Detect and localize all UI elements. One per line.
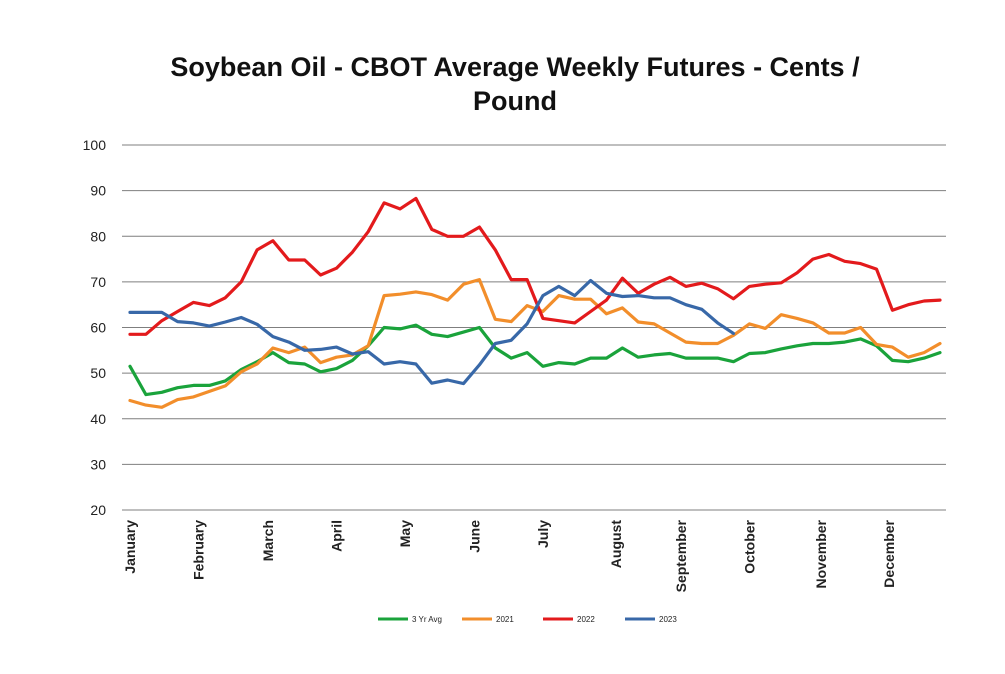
y-axis-ticks: 20 30 40 50 60 70 80 90 100 xyxy=(83,137,107,518)
y-tick-label: 80 xyxy=(90,228,106,244)
legend: 3 Yr Avg 2021 2022 2023 xyxy=(378,615,677,624)
x-tick-label: July xyxy=(535,520,551,548)
legend-label: 2021 xyxy=(496,615,514,624)
series-line-1 xyxy=(128,323,942,397)
y-tick-label: 30 xyxy=(90,456,106,472)
x-tick-label: September xyxy=(673,519,689,592)
x-tick-label: April xyxy=(328,520,344,552)
series-line-4 xyxy=(128,278,736,386)
x-tick-label: November xyxy=(813,519,829,588)
x-tick-label: January xyxy=(122,520,138,574)
y-tick-label: 20 xyxy=(90,502,106,518)
y-tick-label: 40 xyxy=(90,411,106,427)
y-tick-label: 90 xyxy=(90,183,106,199)
x-tick-label: December xyxy=(881,519,897,587)
x-tick-label: October xyxy=(741,519,757,573)
x-tick-label: August xyxy=(608,520,624,569)
series-lines xyxy=(128,196,942,409)
x-axis-ticks: January February March April May June July Augu… xyxy=(122,519,897,592)
x-tick-label: March xyxy=(260,520,276,561)
x-tick-label: February xyxy=(190,520,206,580)
legend-label: 2022 xyxy=(577,615,595,624)
series-line-3 xyxy=(128,196,942,336)
y-tick-label: 60 xyxy=(90,320,106,336)
y-tick-label: 50 xyxy=(90,365,106,381)
x-tick-label: May xyxy=(397,520,413,547)
legend-label: 3 Yr Avg xyxy=(412,615,442,624)
chart-title: Soybean Oil - CBOT Average Weekly Future… xyxy=(170,52,860,116)
x-tick-label: June xyxy=(467,520,483,553)
y-tick-label: 70 xyxy=(90,274,106,290)
y-tick-label: 100 xyxy=(83,137,107,153)
legend-label: 2023 xyxy=(659,615,677,624)
